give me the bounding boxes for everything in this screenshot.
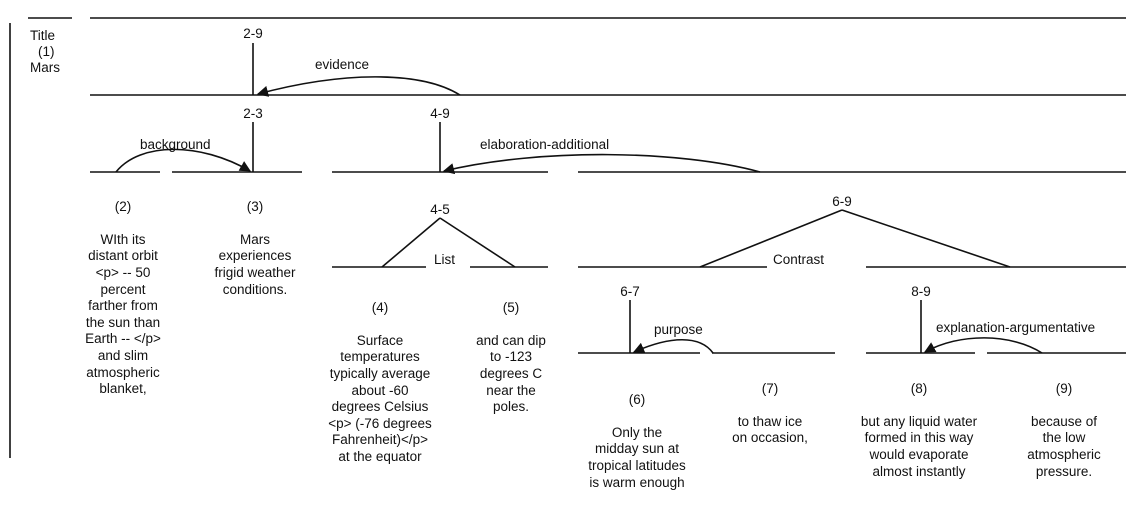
relation-evidence: evidence — [315, 57, 370, 72]
relation-list: List — [434, 252, 456, 267]
title-number: (1) — [38, 44, 55, 59]
span-label-6-9: 6-9 — [832, 194, 852, 209]
contrast-right-line — [841, 209, 1011, 268]
explanation-arc — [924, 337, 1043, 354]
relation-explanation: explanation-argumentative — [936, 320, 1096, 335]
segment-3: (3) Mars experiences frigid weather cond… — [214, 182, 295, 315]
segment-text: because of the low atmospheric pressure. — [1027, 413, 1101, 479]
purpose-arc — [632, 338, 714, 354]
span-label-4-9: 4-9 — [430, 106, 450, 121]
segment-text: to thaw ice on occasion, — [732, 413, 808, 446]
segment-text: Surface temperatures typically average a… — [328, 332, 432, 464]
list-right-line — [439, 217, 516, 268]
segment-number: (2) — [114, 198, 132, 214]
elaboration-arc — [442, 153, 761, 175]
segment-2: (2) WIth its distant orbit <p> -- 50 per… — [85, 182, 161, 414]
segment-6: (6) Only the midday sun at tropical lati… — [588, 375, 686, 508]
relation-purpose: purpose — [654, 322, 703, 337]
segment-text: WIth its distant orbit <p> -- 50 percent… — [85, 231, 161, 397]
segment-text: Mars experiences frigid weather conditio… — [214, 231, 296, 297]
segment-5: (5) and can dip to -123 degrees C near t… — [476, 283, 546, 432]
segment-number: (9) — [1055, 380, 1073, 396]
span-label-6-7: 6-7 — [620, 284, 640, 299]
rst-diagram: Title (1) Mars 2-9 2-3 4-9 4-5 6-9 6-7 8… — [9, 17, 1126, 490]
relation-background: background — [140, 137, 211, 152]
tree-lines — [9, 17, 1126, 458]
title-text: Mars — [30, 60, 60, 75]
segment-text: but any liquid water formed in this way … — [860, 413, 978, 479]
span-label-2-3: 2-3 — [243, 106, 263, 121]
segment-number: (3) — [246, 198, 264, 214]
segment-number: (4) — [371, 299, 389, 315]
segment-number: (5) — [502, 299, 520, 315]
span-label-4-5: 4-5 — [430, 202, 450, 217]
span-label-8-9: 8-9 — [911, 284, 931, 299]
contrast-left-line — [699, 209, 843, 268]
relation-contrast: Contrast — [773, 252, 825, 267]
segment-8: (8) but any liquid water formed in this … — [861, 364, 977, 497]
evidence-arc — [256, 76, 461, 97]
title-label: Title — [30, 28, 56, 43]
segment-7: (7) to thaw ice on occasion, — [732, 364, 808, 464]
segment-number: (6) — [628, 391, 646, 407]
relation-elaboration: elaboration-additional — [480, 137, 610, 152]
segment-9: (9) because of the low atmospheric press… — [1027, 364, 1101, 497]
background-arc — [115, 148, 251, 173]
segment-text: and can dip to -123 degrees C near the p… — [476, 332, 546, 415]
list-left-line — [381, 217, 441, 268]
span-label-2-9: 2-9 — [243, 26, 263, 41]
segment-number: (7) — [761, 380, 779, 396]
segment-number: (8) — [910, 380, 928, 396]
segment-4: (4) Surface temperatures typically avera… — [328, 283, 432, 482]
